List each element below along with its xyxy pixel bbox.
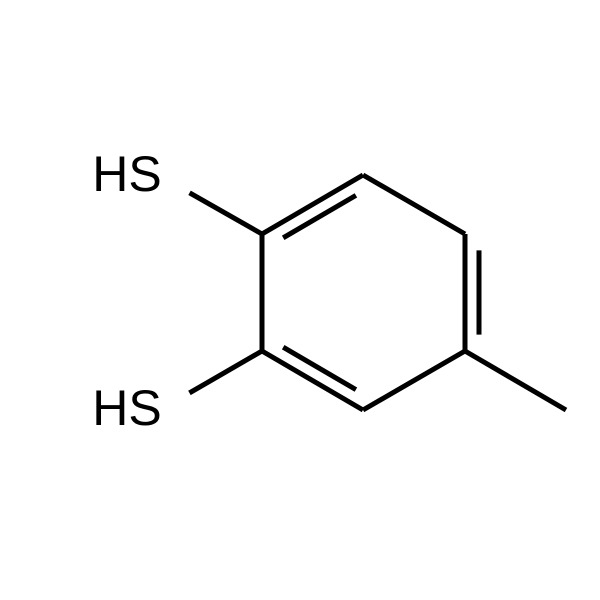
bond-line — [465, 351, 566, 410]
bond-line — [189, 351, 262, 393]
bond-line — [262, 351, 363, 410]
bond-line — [190, 193, 262, 234]
bond-line — [262, 175, 363, 234]
bond-line — [363, 351, 465, 410]
bond-line — [363, 175, 465, 234]
molecule-diagram: HS HS — [0, 0, 600, 600]
atom-label: HS — [92, 146, 161, 202]
atom-label: HS — [92, 380, 161, 436]
